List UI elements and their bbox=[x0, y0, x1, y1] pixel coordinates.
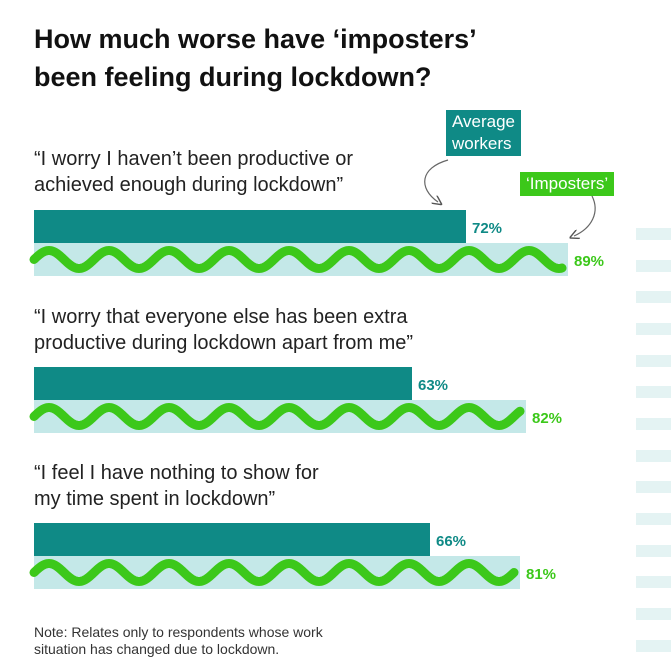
statement-2: “I worry that everyone else has been ext… bbox=[34, 304, 504, 356]
decorative-dash bbox=[636, 481, 671, 493]
decorative-dash bbox=[636, 513, 671, 525]
chart-title-line-1: How much worse have ‘imposters’ bbox=[34, 24, 477, 54]
statement-1-line-2: achieved enough during lockdown” bbox=[34, 174, 344, 196]
decorative-dash bbox=[636, 323, 671, 335]
decorative-dash bbox=[636, 291, 671, 303]
statement-1: “I worry I haven’t been productive or ac… bbox=[34, 146, 504, 198]
decorative-dash bbox=[636, 608, 671, 620]
decorative-dash bbox=[636, 386, 671, 398]
decorative-dash bbox=[636, 450, 671, 462]
bar-average-workers-3 bbox=[34, 523, 430, 556]
bar-imposters-1 bbox=[29, 245, 567, 274]
legend-average-line-2: workers bbox=[452, 134, 512, 153]
decorative-dash bbox=[636, 228, 671, 240]
decorative-dash bbox=[636, 545, 671, 557]
chart-title-line-2: been feeling during lockdown? bbox=[34, 62, 432, 92]
label-imposters-3: 81% bbox=[526, 566, 556, 583]
decorative-dash bbox=[636, 260, 671, 272]
decorative-dash bbox=[636, 576, 671, 588]
bar-average-workers-1 bbox=[34, 210, 466, 243]
legend-average-line-1: Average bbox=[452, 112, 516, 131]
bar-imposters-3 bbox=[29, 558, 519, 587]
footnote-line-1: Note: Relates only to respondents whose … bbox=[34, 624, 323, 640]
statement-3: “I feel I have nothing to show for my ti… bbox=[34, 460, 504, 512]
statement-2-line-2: productive during lockdown apart from me… bbox=[34, 332, 414, 354]
legend-imposters: ‘Imposters’ bbox=[520, 172, 615, 196]
statement-1-line-1: “I worry I haven’t been productive or bbox=[34, 148, 354, 170]
legend-imposters-label: ‘Imposters’ bbox=[526, 174, 609, 193]
decorative-dash bbox=[636, 640, 671, 652]
statement-3-line-1: “I feel I have nothing to show for bbox=[34, 462, 319, 484]
statement-3-line-2: my time spent in lockdown” bbox=[34, 488, 276, 510]
legend-average-workers: Average workers bbox=[446, 110, 522, 156]
decorative-dash bbox=[636, 355, 671, 367]
bar-imposters-2 bbox=[29, 402, 525, 431]
statement-2-line-1: “I worry that everyone else has been ext… bbox=[34, 306, 408, 328]
label-average-workers-1: 72% bbox=[472, 220, 502, 237]
footnote-line-2: situation has changed due to lockdown. bbox=[34, 641, 280, 657]
chart-title: How much worse have ‘imposters’ been fee… bbox=[34, 20, 634, 96]
label-imposters-1: 89% bbox=[574, 253, 604, 270]
footnote: Note: Relates only to respondents whose … bbox=[34, 624, 454, 658]
bar-average-workers-2 bbox=[34, 367, 412, 400]
label-imposters-2: 82% bbox=[532, 410, 562, 427]
legend-imposters-arrow bbox=[574, 195, 596, 236]
legend-average-arrow bbox=[424, 159, 449, 202]
decorative-dash bbox=[636, 418, 671, 430]
label-average-workers-3: 66% bbox=[436, 533, 466, 550]
label-average-workers-2: 63% bbox=[418, 377, 448, 394]
